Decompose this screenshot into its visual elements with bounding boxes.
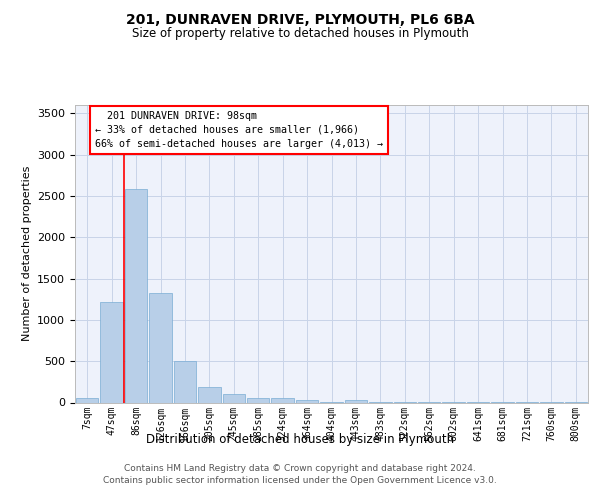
Bar: [271, 398, 294, 402]
Text: Size of property relative to detached houses in Plymouth: Size of property relative to detached ho…: [131, 28, 469, 40]
Bar: [149, 292, 172, 403]
Bar: [125, 190, 148, 402]
Text: Contains HM Land Registry data © Crown copyright and database right 2024.: Contains HM Land Registry data © Crown c…: [124, 464, 476, 473]
Bar: [198, 387, 221, 402]
Text: Distribution of detached houses by size in Plymouth: Distribution of detached houses by size …: [146, 432, 454, 446]
Bar: [223, 394, 245, 402]
Text: 201, DUNRAVEN DRIVE, PLYMOUTH, PL6 6BA: 201, DUNRAVEN DRIVE, PLYMOUTH, PL6 6BA: [125, 12, 475, 26]
Bar: [296, 400, 319, 402]
Bar: [247, 398, 269, 402]
Bar: [173, 361, 196, 403]
Bar: [100, 302, 123, 402]
Text: 201 DUNRAVEN DRIVE: 98sqm
← 33% of detached houses are smaller (1,966)
66% of se: 201 DUNRAVEN DRIVE: 98sqm ← 33% of detac…: [95, 111, 383, 149]
Y-axis label: Number of detached properties: Number of detached properties: [22, 166, 32, 342]
Bar: [344, 400, 367, 402]
Bar: [76, 398, 98, 402]
Text: Contains public sector information licensed under the Open Government Licence v3: Contains public sector information licen…: [103, 476, 497, 485]
